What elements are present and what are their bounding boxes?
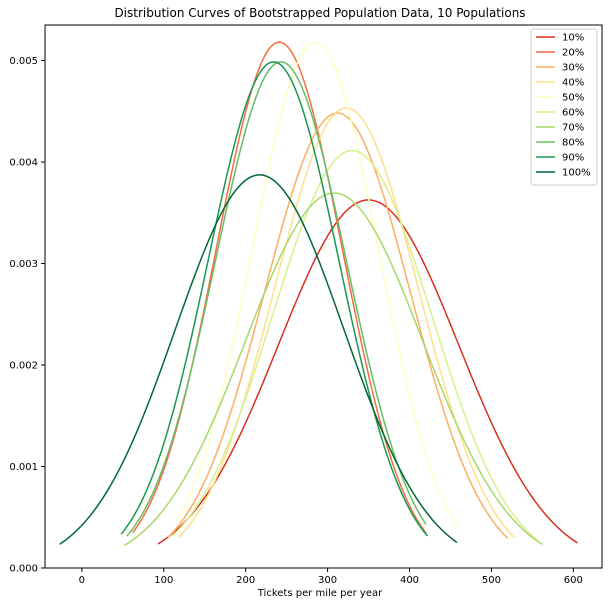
y-tick-label: 0.002 bbox=[9, 361, 38, 372]
legend-label: 20% bbox=[562, 48, 584, 59]
legend-label: 100% bbox=[562, 168, 591, 179]
series-line-30pct bbox=[167, 112, 509, 539]
chart-title: Distribution Curves of Bootstrapped Popu… bbox=[114, 6, 525, 20]
series-line-70pct bbox=[124, 192, 543, 547]
series-line-60pct bbox=[171, 149, 540, 543]
x-tick-label: 600 bbox=[564, 575, 583, 586]
y-tick-label: 0.005 bbox=[9, 56, 38, 67]
x-tick-label: 100 bbox=[154, 575, 173, 586]
legend-label: 80% bbox=[562, 138, 584, 149]
y-tick-label: 0.004 bbox=[9, 158, 38, 169]
x-tick-label: 0 bbox=[79, 575, 85, 586]
legend-box bbox=[530, 28, 598, 186]
y-tick-label: 0.000 bbox=[9, 564, 38, 575]
plot-frame bbox=[44, 24, 603, 569]
x-tick-label: 300 bbox=[318, 575, 337, 586]
x-tick-label: 200 bbox=[236, 575, 255, 586]
legend-label: 60% bbox=[562, 108, 584, 119]
x-axis-title: Tickets per mile per year bbox=[257, 588, 383, 599]
y-tick-label: 0.003 bbox=[9, 259, 38, 270]
legend-label: 30% bbox=[562, 63, 584, 74]
legend: 10% 20% 30% 40% 50% 60% 70% 80% 90% 100% bbox=[530, 28, 598, 186]
series-line-50pct bbox=[175, 41, 461, 531]
legend-label: 90% bbox=[562, 153, 584, 164]
legend-label: 70% bbox=[562, 123, 584, 134]
series-line-100pct bbox=[59, 174, 458, 545]
y-axis: 0.000 0.001 0.002 0.003 0.004 0.005 bbox=[9, 56, 45, 575]
series-line-10pct bbox=[157, 199, 578, 545]
x-axis: 0 100 200 300 400 500 600 bbox=[79, 568, 583, 586]
curves-layer bbox=[59, 41, 578, 547]
x-tick-label: 400 bbox=[400, 575, 419, 586]
legend-label: 40% bbox=[562, 78, 584, 89]
legend-label: 10% bbox=[562, 33, 584, 44]
x-tick-label: 500 bbox=[482, 575, 501, 586]
legend-label: 50% bbox=[562, 93, 584, 104]
y-tick-label: 0.001 bbox=[9, 462, 38, 473]
series-line-90pct bbox=[120, 61, 429, 537]
